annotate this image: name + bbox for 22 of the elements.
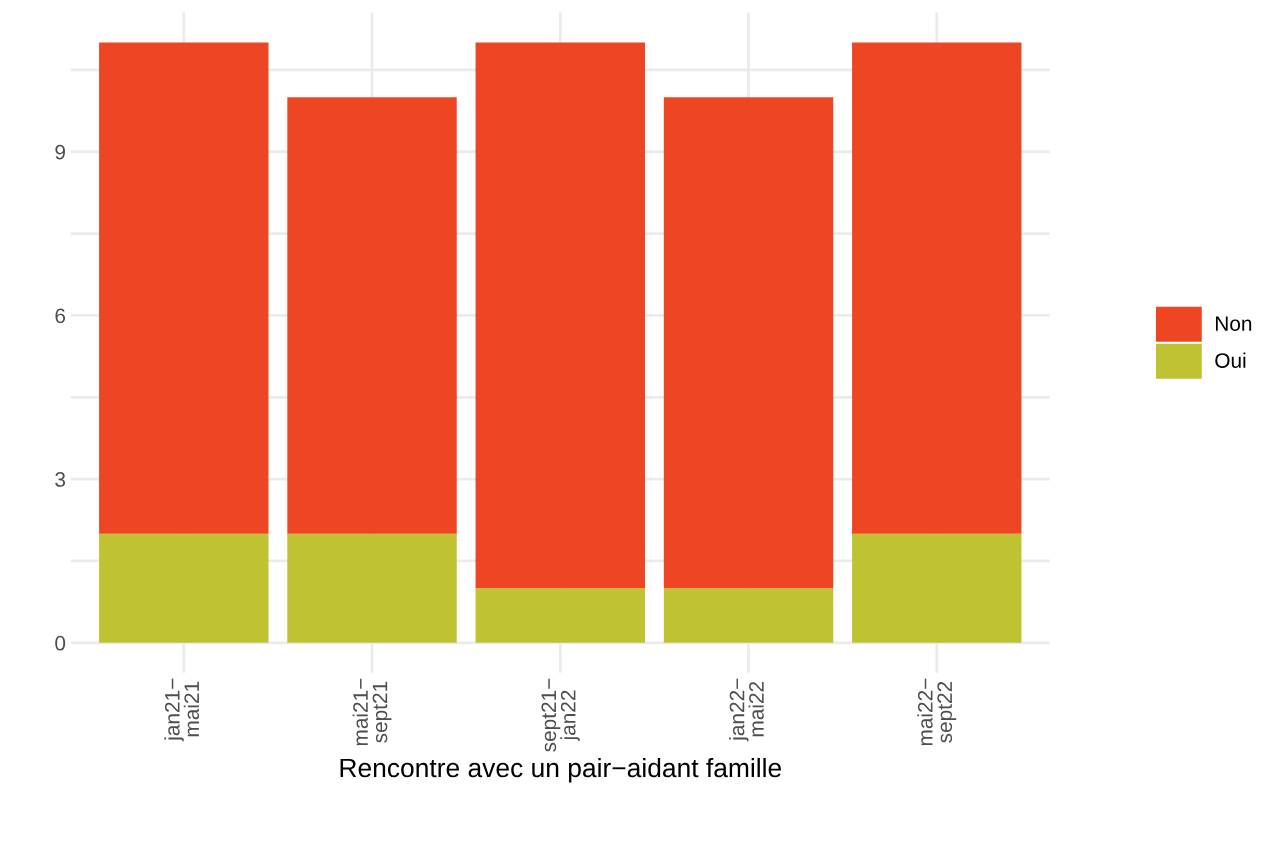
bar — [287, 97, 457, 534]
x-axis-title: Rencontre avec un pair−aidant famille — [340, 757, 781, 783]
bar — [663, 588, 834, 643]
legend-label: Non — [1215, 316, 1252, 331]
x-tick-label: mai22− sept22 — [917, 678, 957, 746]
bar — [663, 97, 834, 589]
x-tick-label: mai21− sept21 — [352, 678, 392, 746]
bar — [852, 42, 1022, 534]
y-tick-label: 3 — [55, 472, 66, 487]
x-tick-label: jan22− mai22 — [729, 678, 764, 742]
bar — [475, 588, 645, 643]
bar — [852, 533, 1022, 643]
bar — [287, 533, 457, 643]
y-tick-label: 0 — [55, 635, 66, 651]
y-tick-label: 6 — [55, 308, 66, 324]
bar — [99, 533, 269, 643]
x-tick-label: jan21− mai21 — [164, 678, 200, 742]
legend-label: Oui — [1215, 352, 1246, 368]
y-tick-label: 9 — [55, 144, 65, 160]
x-tick-label: sept21− jan22 — [541, 678, 580, 752]
bar — [99, 42, 269, 534]
bar — [475, 42, 645, 589]
